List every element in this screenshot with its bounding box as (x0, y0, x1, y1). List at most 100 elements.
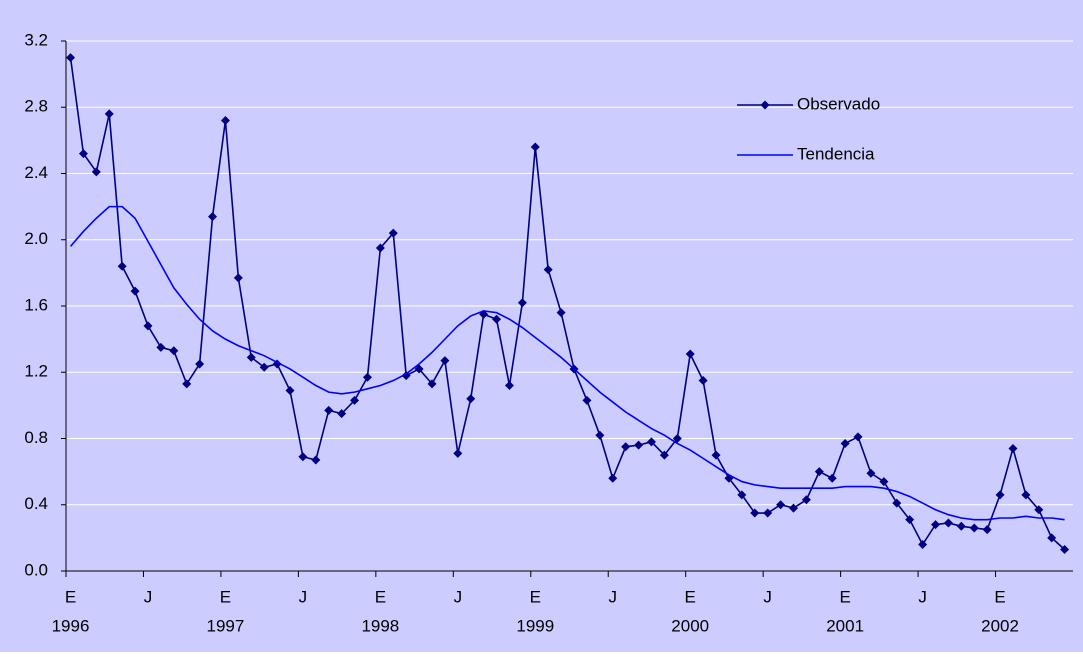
marker (182, 379, 192, 389)
marker (466, 394, 476, 404)
year-label: 2002 (981, 616, 1019, 635)
marker (866, 468, 876, 478)
marker (246, 352, 256, 362)
y-tick-label: 2.0 (24, 229, 48, 248)
marker (982, 525, 992, 535)
marker (492, 314, 502, 324)
marker (517, 298, 527, 308)
series-line (69, 205, 1065, 521)
marker (104, 109, 114, 119)
year-label: 2000 (671, 616, 709, 635)
marker (401, 371, 411, 381)
marker (1021, 490, 1031, 500)
x-tick-label: J (608, 587, 617, 606)
marker (608, 473, 618, 483)
marker (259, 362, 269, 372)
marker (582, 395, 592, 405)
y-tick-label: 2.8 (24, 97, 48, 116)
marker (853, 432, 863, 442)
marker (285, 385, 295, 395)
marker (130, 286, 140, 296)
marker (969, 523, 979, 533)
marker (659, 450, 669, 460)
marker (672, 434, 682, 443)
x-tick-label: E (839, 587, 850, 606)
marker (750, 508, 760, 518)
year-label: 1997 (207, 616, 245, 635)
y-tick-label: 0.0 (24, 560, 48, 579)
y-tick-label: 0.8 (24, 428, 48, 447)
marker (892, 498, 902, 508)
marker (879, 477, 889, 487)
marker (453, 448, 463, 458)
marker (143, 321, 153, 331)
marker (324, 405, 334, 415)
y-tick-label: 1.6 (24, 295, 48, 314)
marker (427, 379, 437, 389)
marker (388, 228, 398, 238)
marker (1047, 533, 1057, 543)
year-label: 1999 (516, 616, 554, 635)
marker (556, 308, 566, 318)
x-tick-label: E (375, 587, 386, 606)
marker (931, 520, 941, 530)
x-tick-label: E (994, 587, 1005, 606)
marker (440, 356, 450, 366)
y-tick-label: 1.2 (24, 362, 48, 381)
x-tick-label: J (299, 587, 308, 606)
x-tick-label: E (530, 587, 541, 606)
marker (66, 53, 76, 63)
x-tick-label: E (65, 587, 76, 606)
marker (595, 430, 605, 440)
marker (169, 346, 179, 356)
marker (776, 500, 786, 510)
marker (350, 395, 360, 405)
marker (918, 540, 928, 549)
marker (698, 376, 708, 386)
legend-label: Observado (797, 94, 880, 113)
year-label: 2001 (826, 616, 864, 635)
marker (78, 149, 88, 159)
legend-label: Tendencia (797, 144, 875, 163)
x-tick-label: E (685, 587, 696, 606)
marker (956, 521, 966, 531)
marker (943, 518, 953, 528)
marker (1060, 544, 1070, 554)
x-tick-label: J (918, 587, 927, 606)
year-label: 1998 (361, 616, 399, 635)
marker (1034, 505, 1044, 515)
marker (195, 359, 205, 369)
marker (530, 142, 540, 152)
x-tick-label: E (220, 587, 231, 606)
series-line (69, 57, 1066, 551)
marker (362, 372, 372, 382)
marker (543, 265, 553, 275)
marker (156, 342, 166, 352)
marker (711, 450, 721, 460)
marker (1008, 443, 1018, 453)
marker (814, 467, 824, 477)
legend-marker (760, 100, 770, 110)
x-tick-label: J (454, 587, 463, 606)
year-label: 1996 (52, 616, 90, 635)
marker (233, 273, 243, 283)
marker (311, 455, 321, 465)
marker (91, 167, 101, 177)
marker (801, 495, 811, 505)
y-tick-label: 3.2 (24, 30, 48, 49)
marker (220, 116, 230, 125)
y-tick-label: 0.4 (24, 494, 48, 513)
marker (208, 212, 218, 222)
marker (646, 437, 656, 447)
marker (840, 438, 850, 448)
marker (737, 490, 747, 500)
marker (995, 490, 1005, 500)
marker (621, 442, 631, 452)
x-tick-label: J (763, 587, 772, 606)
x-tick-label: J (144, 587, 153, 606)
marker (905, 515, 915, 525)
marker (788, 503, 798, 513)
marker (117, 261, 127, 271)
